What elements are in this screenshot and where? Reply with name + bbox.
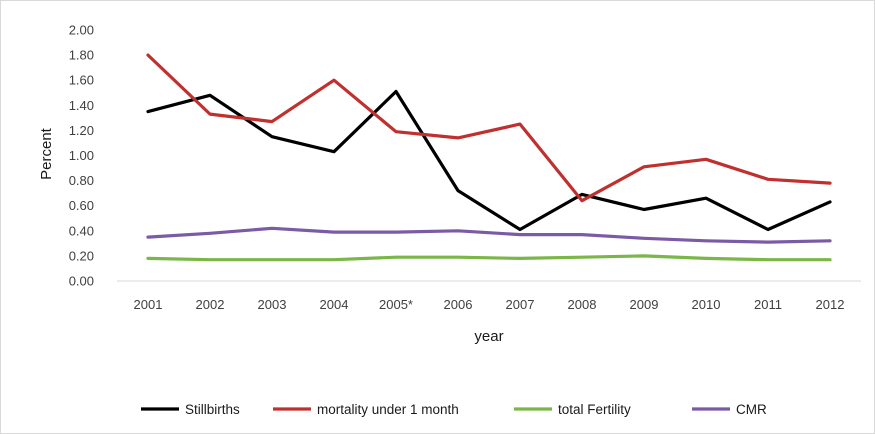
x-tick-label: 2002	[196, 297, 225, 312]
y-axis-title: Percent	[38, 127, 55, 180]
series-lines	[146, 53, 832, 262]
y-tick-label: 0.00	[69, 274, 94, 289]
y-tick-label: 0.80	[69, 173, 94, 188]
x-tick-label: 2005*	[379, 297, 413, 312]
y-tick-label: 0.20	[69, 248, 94, 263]
series-line-stillbirths	[146, 89, 832, 232]
x-tick-labels: 2001 2002 2003 2004 2005* 2006 2007 2008 2009 201…	[134, 297, 845, 312]
legend-item-cmr: CMR	[692, 402, 767, 417]
x-tick-label: 2001	[134, 297, 163, 312]
legend-item-stillbirths: Stillbirths	[141, 402, 240, 417]
series-line-mortality-under-1-month	[146, 53, 832, 203]
x-tick-label: 2008	[568, 297, 597, 312]
x-tick-label: 2006	[444, 297, 473, 312]
y-tick-labels: 0.00 0.20 0.40 0.60 0.80 1.00 1.20 1.40 1.60 1.80…	[69, 23, 94, 289]
x-tick-label: 2004	[320, 297, 349, 312]
y-tick-label: 1.40	[69, 98, 94, 113]
x-axis-title: year	[474, 328, 503, 345]
legend: Stillbirths mortality under 1 month total …	[141, 402, 767, 417]
legend-label: CMR	[736, 402, 767, 417]
x-tick-label: 2007	[506, 297, 535, 312]
y-tick-label: 0.40	[69, 223, 94, 238]
series-line-cmr	[146, 226, 832, 244]
legend-item-total-fertility: total Fertility	[514, 402, 631, 417]
legend-label: total Fertility	[558, 402, 631, 417]
x-tick-label: 2011	[754, 297, 782, 312]
series-line-total-fertility	[146, 254, 832, 262]
x-tick-label: 2003	[258, 297, 287, 312]
y-tick-label: 1.60	[69, 73, 94, 88]
x-tick-label: 2012	[816, 297, 845, 312]
x-tick-label: 2009	[630, 297, 659, 312]
legend-item-mortality-under-1-month: mortality under 1 month	[273, 402, 459, 417]
x-tick-label: 2010	[692, 297, 721, 312]
y-tick-label: 1.00	[69, 148, 94, 163]
y-tick-label: 1.80	[69, 48, 94, 63]
legend-label: Stillbirths	[185, 402, 240, 417]
legend-label: mortality under 1 month	[317, 402, 459, 417]
y-tick-label: 0.60	[69, 198, 94, 213]
y-tick-label: 2.00	[69, 23, 94, 38]
y-tick-label: 1.20	[69, 123, 94, 138]
